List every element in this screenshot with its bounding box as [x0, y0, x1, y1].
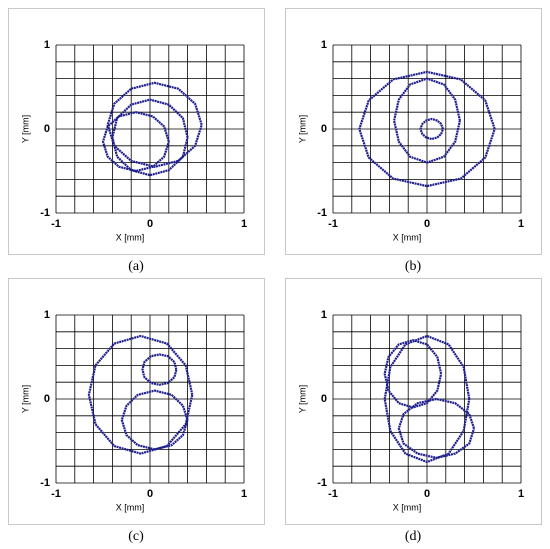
panel-frame [8, 8, 265, 255]
trajectory [358, 70, 496, 188]
x-axis-label: X [mm] [393, 232, 422, 242]
x-tick-label: 0 [424, 218, 430, 230]
trajectory [419, 117, 445, 141]
x-tick-label: 0 [147, 488, 153, 500]
x-tick-label: 1 [241, 488, 247, 500]
x-tick-label: 1 [518, 488, 524, 500]
panel-caption: (a) [128, 259, 144, 274]
y-tick-label: 0 [44, 393, 50, 405]
trajectory [141, 353, 178, 386]
y-tick-label: 0 [44, 123, 50, 135]
y-tick-label: -1 [40, 477, 50, 489]
trajectory [101, 111, 170, 173]
y-tick-label: 1 [321, 39, 327, 51]
y-tick-label: -1 [317, 207, 327, 219]
panel-caption: (c) [128, 529, 144, 544]
x-tick-label: 1 [518, 218, 524, 230]
panel-caption: (b) [405, 259, 422, 274]
trajectory [111, 98, 189, 177]
x-axis-label: X [mm] [393, 502, 422, 512]
trajectory [393, 77, 461, 164]
panel-caption: (d) [405, 529, 422, 544]
y-tick-label: 1 [321, 309, 327, 321]
trajectory [397, 397, 476, 459]
y-axis-label: Y [mm] [297, 385, 307, 413]
panel-frame [8, 278, 265, 525]
x-tick-label: -1 [328, 488, 338, 500]
trajectory [106, 81, 203, 168]
y-tick-label: 1 [44, 309, 50, 321]
y-tick-label: 1 [44, 39, 50, 51]
trajectory [120, 389, 189, 451]
x-tick-label: 0 [147, 218, 153, 230]
x-tick-label: 0 [424, 488, 430, 500]
trajectory [383, 334, 471, 464]
y-tick-label: 0 [321, 123, 327, 135]
x-tick-label: -1 [328, 218, 338, 230]
y-tick-label: -1 [317, 477, 327, 489]
panel-frame [285, 278, 542, 525]
trajectory [383, 339, 443, 409]
y-axis-label: Y [mm] [297, 115, 307, 143]
x-axis-label: X [mm] [116, 232, 145, 242]
x-tick-label: -1 [51, 488, 61, 500]
x-tick-label: -1 [51, 218, 61, 230]
x-tick-label: 1 [241, 218, 247, 230]
panel-frame [285, 8, 542, 255]
y-tick-label: 0 [321, 393, 327, 405]
y-tick-label: -1 [40, 207, 50, 219]
y-axis-label: Y [mm] [20, 115, 30, 143]
x-axis-label: X [mm] [116, 502, 145, 512]
y-axis-label: Y [mm] [20, 385, 30, 413]
